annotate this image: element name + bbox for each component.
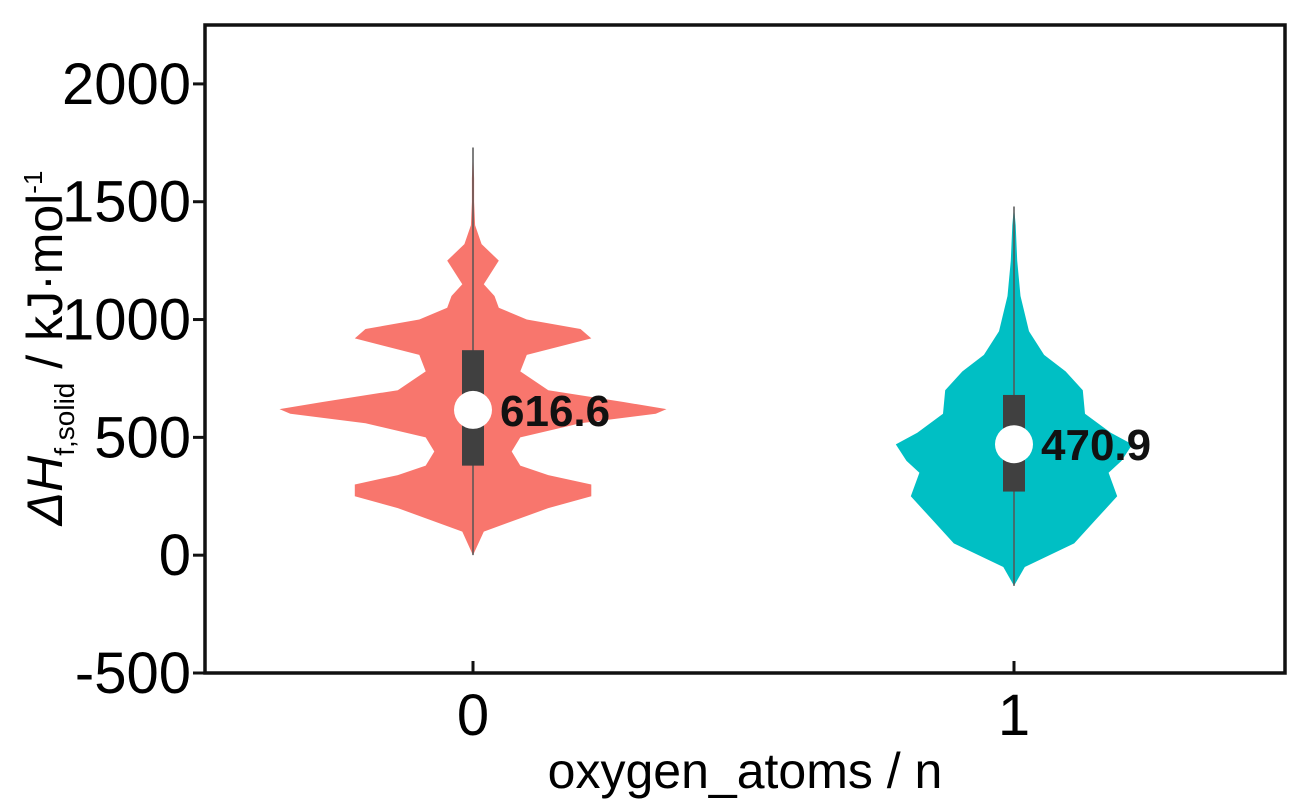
y-tick-label: 1500 (62, 170, 191, 235)
y-tick-label: 1000 (62, 288, 191, 353)
x-tick-label: 0 (457, 683, 489, 748)
median-label: 616.6 (500, 387, 610, 436)
x-tick-label: 1 (998, 683, 1030, 748)
y-tick-label: -500 (75, 641, 191, 706)
y-axis-title-subscript: f,solid (49, 383, 80, 456)
tick-group: -500 0 500 1000 1500 2000 0 1 (62, 52, 1030, 748)
y-axis-title-suffix: / kJ·mol (17, 194, 73, 383)
y-tick-label: 0 (159, 523, 191, 588)
plot-frame (203, 23, 1287, 675)
y-axis-title-prefix: ΔH (17, 455, 73, 527)
violin-group: 616.6 470.9 (279, 147, 1151, 586)
y-axis-title-superscript: -1 (18, 171, 48, 194)
median-label: 470.9 (1041, 421, 1151, 470)
y-axis-title: ΔHf,solid / kJ·mol-1 (17, 171, 80, 527)
y-tick-label: 500 (94, 405, 191, 470)
x-axis-title: oxygen_atoms / n (548, 743, 943, 799)
median-marker (995, 425, 1033, 464)
median-marker (454, 390, 492, 429)
y-tick-label: 2000 (62, 52, 191, 117)
